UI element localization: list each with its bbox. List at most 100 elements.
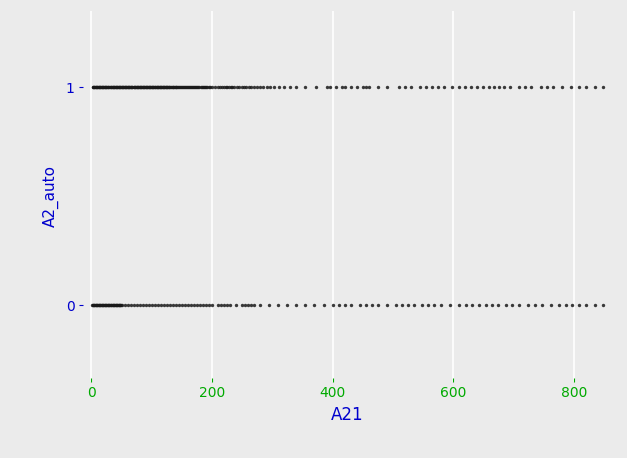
Point [148,84,158,91]
Point [93,84,103,91]
Point [429,302,439,309]
Point [145,84,155,91]
Point [598,302,608,309]
Point [169,84,179,91]
Point [409,302,419,309]
Point [487,302,497,309]
Point [217,84,227,91]
Point [169,84,179,91]
Point [97,84,107,91]
Point [183,302,193,309]
Point [149,84,159,91]
Point [155,84,165,91]
Point [514,84,524,91]
Point [131,84,141,91]
Point [120,84,130,91]
Point [189,84,199,91]
Point [93,84,103,91]
Point [421,84,431,91]
Point [514,302,524,309]
Point [127,84,137,91]
Point [175,84,185,91]
Point [423,302,433,309]
Point [364,84,374,91]
Point [482,302,492,309]
Point [246,302,256,309]
Point [105,84,115,91]
Point [87,302,97,309]
Point [149,84,159,91]
Point [292,84,302,91]
Point [529,302,539,309]
Point [144,302,154,309]
Point [101,84,111,91]
Point [219,302,229,309]
Point [174,302,184,309]
Point [472,84,482,91]
Point [231,302,241,309]
Point [89,302,99,309]
Point [282,302,292,309]
Point [142,84,152,91]
Point [222,84,232,91]
Point [132,84,142,91]
Point [249,84,259,91]
Point [182,84,192,91]
Point [135,84,145,91]
Point [159,84,169,91]
Point [460,84,470,91]
Point [97,84,107,91]
Point [152,84,162,91]
Point [400,84,410,91]
Point [100,302,110,309]
Point [505,84,515,91]
Y-axis label: A2_auto: A2_auto [43,165,59,227]
Point [394,84,404,91]
Point [231,84,241,91]
Point [89,84,99,91]
Point [361,84,371,91]
Point [105,302,115,309]
Point [140,302,150,309]
Point [171,84,181,91]
Point [110,302,120,309]
Point [130,84,140,91]
Point [153,84,163,91]
Point [255,302,265,309]
Point [520,84,530,91]
Point [139,84,149,91]
Point [172,84,182,91]
Point [319,302,329,309]
Point [155,84,166,91]
Point [535,84,545,91]
Point [95,302,105,309]
Point [215,84,225,91]
Point [97,302,107,309]
Point [122,84,132,91]
Point [191,84,201,91]
Point [113,84,124,91]
Point [96,84,106,91]
Point [117,302,127,309]
Point [142,84,152,91]
Point [258,84,268,91]
Point [145,84,155,91]
Point [183,84,193,91]
Point [160,84,170,91]
Point [98,302,108,309]
Point [255,84,265,91]
Point [322,84,332,91]
Point [117,84,127,91]
Point [100,84,110,91]
Point [189,302,199,309]
Point [114,84,124,91]
Point [391,302,401,309]
Point [99,302,109,309]
Point [110,84,120,91]
Point [185,84,195,91]
Point [154,84,164,91]
Point [454,302,464,309]
Point [162,84,172,91]
Point [122,84,132,91]
Point [489,84,499,91]
